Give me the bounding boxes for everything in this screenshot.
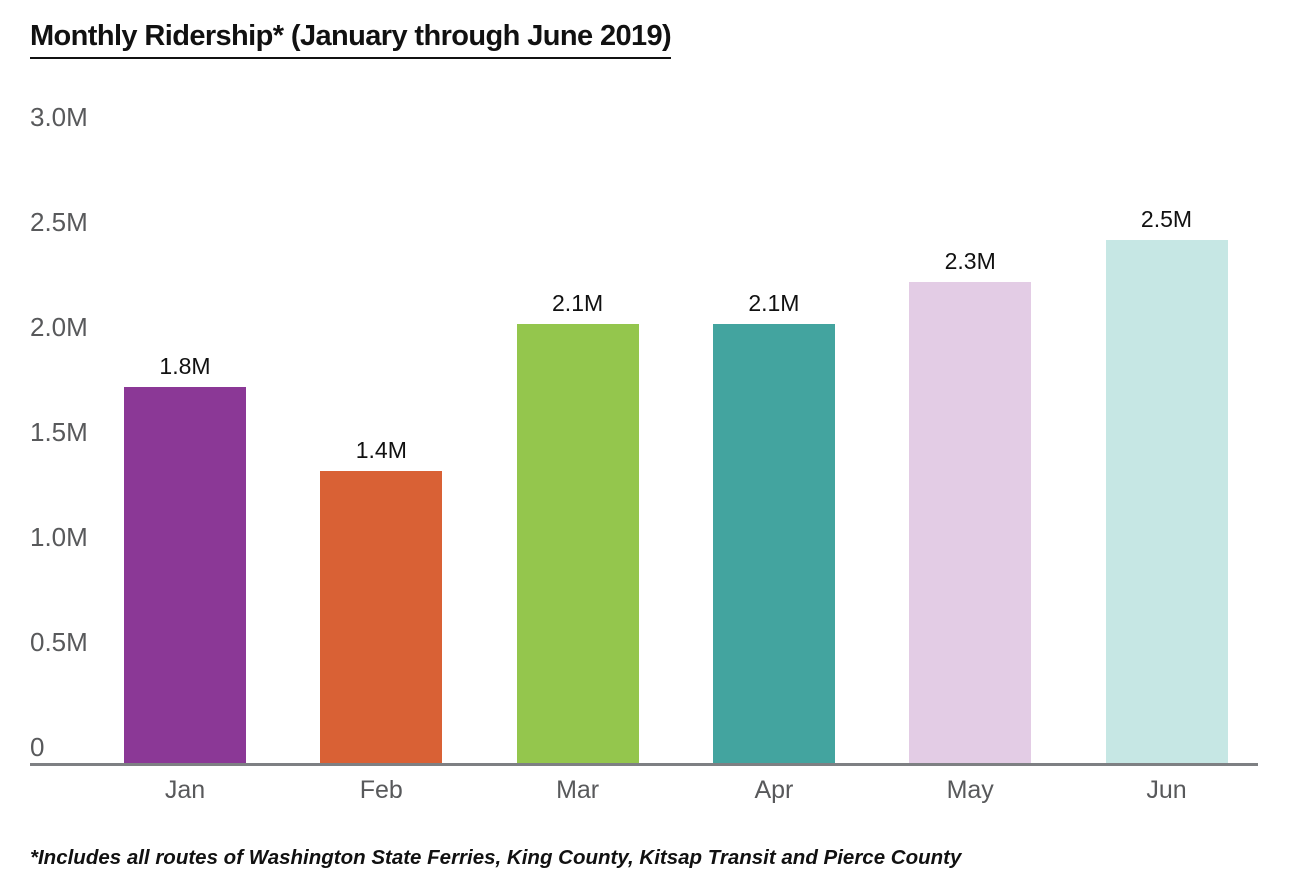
bar-jun (1105, 240, 1228, 765)
bar-may (909, 282, 1032, 765)
y-tick-label: 3.0M (30, 102, 88, 132)
y-tick-label: 0.5M (30, 627, 88, 657)
bar-apr (712, 324, 835, 765)
x-tick-label-apr: Apr (754, 776, 794, 804)
chart-title: Monthly Ridership* (January through June… (30, 20, 672, 59)
x-tick-label-jun: Jun (1146, 776, 1187, 804)
bar-feb (320, 471, 443, 765)
x-axis-line (30, 763, 1258, 766)
chart-footnote: *Includes all routes of Washington State… (30, 846, 962, 869)
bar-value-label: 2.5M (1140, 206, 1193, 232)
y-tick-label: 2.5M (30, 207, 88, 237)
bar-jan (124, 387, 246, 765)
bar-value-label: 1.4M (355, 437, 407, 463)
y-tick-label: 2.0M (30, 312, 88, 342)
bar-value-label: 2.1M (552, 290, 604, 316)
y-tick-label: 0 (30, 732, 45, 762)
x-tick-label-feb: Feb (359, 776, 403, 804)
bar-value-label: 2.1M (748, 290, 800, 316)
x-tick-label-may: May (946, 776, 994, 804)
bar-value-label: 1.8M (159, 353, 211, 379)
y-tick-label: 1.0M (30, 522, 88, 552)
y-tick-label: 1.5M (30, 417, 88, 447)
x-tick-label-mar: Mar (556, 776, 600, 804)
x-tick-label-jan: Jan (164, 776, 206, 804)
bar-value-label: 2.3M (944, 248, 996, 274)
bar-mar (516, 324, 639, 765)
